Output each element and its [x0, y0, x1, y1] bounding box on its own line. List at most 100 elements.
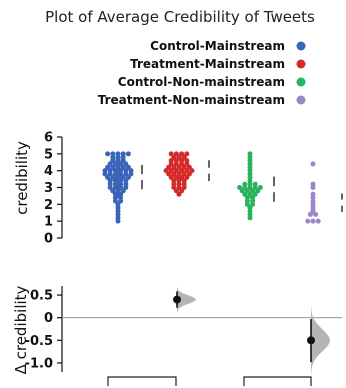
legend-label: Control-Non-mainstream [118, 75, 285, 89]
swarm-point [186, 171, 192, 177]
swarm-point [179, 168, 185, 174]
legend-swatch [296, 59, 306, 69]
mean-sd-markers [141, 160, 343, 212]
swarm-point [305, 218, 311, 224]
swarm-point [181, 178, 187, 184]
swarm-point [115, 201, 121, 207]
swarm-point [176, 171, 182, 177]
swarm-point [168, 151, 174, 157]
y-tick-label: 2 [44, 198, 53, 213]
y-tick-label: 0 [44, 232, 53, 247]
y-axis-label: credibility [13, 141, 31, 215]
swarm-point [168, 168, 174, 174]
swarm-point [166, 164, 172, 170]
swarm-point [310, 181, 316, 187]
delta-estimates [173, 285, 330, 378]
swarm-point [239, 188, 245, 194]
comparison-brackets [107, 376, 312, 386]
swarm-point [120, 151, 126, 157]
swarm-point [250, 188, 256, 194]
delta-point [173, 295, 181, 304]
swarm-point [105, 174, 111, 180]
swarm-point [184, 158, 190, 164]
comparison-bracket [107, 376, 177, 386]
delta-panel: Δ credibility 0.5 0 -0.5 -1.0 [12, 285, 342, 386]
swarm-point [163, 168, 169, 174]
swarm-point [173, 158, 179, 164]
swarm-point [110, 164, 116, 170]
swarm-point [173, 188, 179, 194]
swarm-point [110, 151, 116, 157]
swarm-point [125, 174, 131, 180]
swarm-point [171, 154, 177, 160]
legend-swatch [296, 95, 306, 105]
swarm-point [110, 188, 116, 194]
swarm-point [247, 191, 253, 197]
delta-y-axis: 0.5 0 -0.5 -1.0 [25, 286, 342, 372]
legend-label: Treatment-Non-mainstream [98, 93, 285, 107]
bootstrap-distribution [311, 303, 330, 378]
legend-label: Treatment-Mainstream [130, 57, 285, 71]
y-tick-label: 6 [44, 131, 53, 146]
swarm-point [168, 174, 174, 180]
swarm-point [310, 161, 316, 167]
swarm-point [252, 191, 258, 197]
swarm-point [166, 171, 172, 177]
bootstrap-distribution [177, 285, 196, 314]
swarm-point [252, 181, 258, 187]
swarm-point [313, 211, 319, 217]
legend-label: Control-Mainstream [150, 39, 285, 53]
swarm-point [179, 158, 185, 164]
swarm-point [181, 154, 187, 160]
delta-point [307, 336, 315, 345]
swarm-point [184, 168, 190, 174]
swarm-point [171, 164, 177, 170]
swarm-point [125, 151, 131, 157]
swarm-point [115, 151, 121, 157]
swarm-point [123, 168, 129, 174]
delta-y-tick-label: 0 [44, 311, 53, 326]
swarm-point [107, 178, 113, 184]
swarm-point [173, 168, 179, 174]
swarm-point [315, 218, 321, 224]
swarm-point [184, 174, 190, 180]
y-tick-label: 5 [44, 147, 53, 162]
swarm-point [247, 151, 253, 157]
delta-y-tick-label: 0.5 [30, 289, 53, 304]
swarm-point [128, 168, 134, 174]
legend-swatch [296, 77, 306, 87]
swarm-point [307, 211, 313, 217]
comparison-bracket [243, 376, 312, 386]
swarm-point [179, 151, 185, 157]
swarm-point [181, 171, 187, 177]
swarm-point [242, 181, 248, 187]
swarm-point [237, 185, 243, 190]
swarm-point [123, 161, 129, 167]
swarm-point [120, 164, 126, 170]
swarm-points [102, 151, 321, 224]
swarm-point [257, 185, 263, 190]
y-tick-label: 3 [44, 181, 53, 196]
swarm-point [184, 151, 190, 157]
delta-axis-label: Δ credibility [12, 285, 30, 374]
swarm-point [120, 174, 126, 180]
swarm-point [244, 188, 250, 194]
swarm-point [173, 151, 179, 157]
swarm-point [176, 164, 182, 170]
swarm-point [120, 188, 126, 194]
swarm-point [179, 174, 185, 180]
swarm-point [123, 178, 129, 184]
swarm-point [176, 154, 182, 160]
swarm-point [186, 164, 192, 170]
swarm-point [179, 188, 185, 194]
swarm-point [181, 164, 187, 170]
y-axis: 0 1 2 3 4 56 [44, 131, 63, 247]
y-tick-label: 4 [44, 164, 53, 179]
swarm-point [310, 191, 316, 197]
swarm-panel: credibility 0 1 2 3 4 56 [13, 131, 343, 247]
swarm-point [244, 195, 250, 201]
swarm-point [168, 158, 174, 164]
swarm-point [105, 164, 111, 170]
swarm-point [125, 164, 131, 170]
